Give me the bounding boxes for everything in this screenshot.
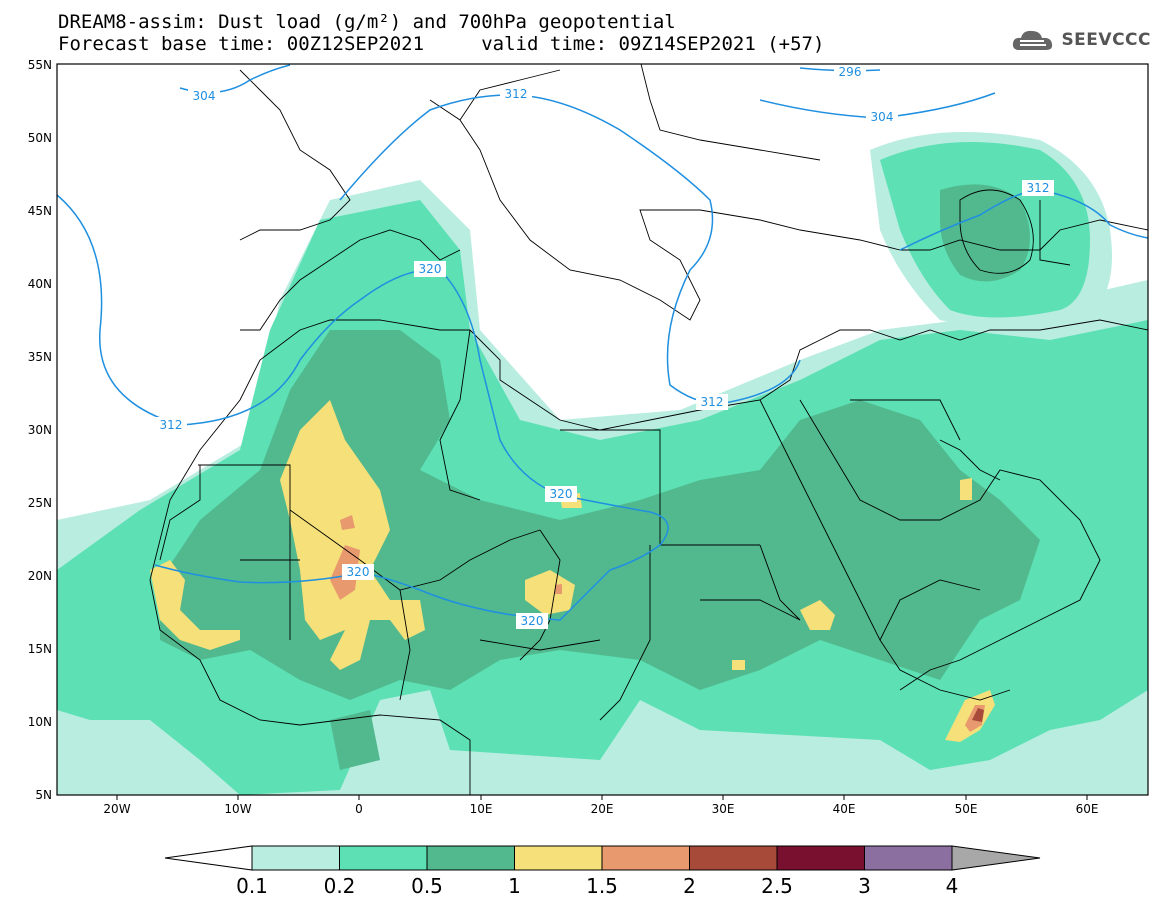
longitude-axis: 20W 10W 0 10E 20E 30E 40E 50E 60E bbox=[103, 795, 1098, 816]
colorbar-box bbox=[601, 845, 690, 871]
colorbar-label: 3 bbox=[858, 874, 871, 898]
lat-tick-label: 40N bbox=[28, 277, 52, 291]
title-line-2: Forecast base time: 00Z12SEP2021 valid t… bbox=[58, 33, 825, 55]
svg-text:312: 312 bbox=[505, 87, 528, 101]
contour-label: 312 bbox=[1022, 180, 1054, 196]
lon-tick-label: 40E bbox=[833, 802, 856, 816]
seevccc-logo: SEEVCCC bbox=[1011, 26, 1151, 54]
colorbar-label: 1 bbox=[508, 874, 521, 898]
contour-label: 320 bbox=[414, 261, 446, 277]
colorbar-box bbox=[776, 845, 865, 871]
colorbar-label: 4 bbox=[946, 874, 959, 898]
lon-tick-label: 10W bbox=[224, 802, 251, 816]
lat-tick-label: 50N bbox=[28, 131, 52, 145]
colorbar-box bbox=[339, 845, 428, 871]
lat-tick-label: 45N bbox=[28, 204, 52, 218]
contour-label: 320 bbox=[342, 564, 374, 580]
lat-tick-label: 10N bbox=[28, 715, 52, 729]
lon-tick-label: 30E bbox=[712, 802, 735, 816]
colorbar-label: 1.5 bbox=[586, 874, 618, 898]
coastlines-borders bbox=[149, 64, 1148, 795]
contour-label: 320 bbox=[516, 613, 548, 629]
colorbar: 0.1 0.2 0.5 1 1.5 2 2.5 3 4 bbox=[164, 845, 1041, 898]
contour-label: 312 bbox=[155, 417, 187, 433]
lon-tick-label: 10E bbox=[470, 802, 493, 816]
colorbar-over-arrow bbox=[951, 845, 1041, 871]
svg-text:320: 320 bbox=[521, 614, 544, 628]
contour-label: 304 bbox=[188, 88, 220, 104]
colorbar-box bbox=[251, 845, 340, 871]
colorbar-box bbox=[864, 845, 953, 871]
colorbar-box bbox=[689, 845, 778, 871]
svg-text:312: 312 bbox=[160, 418, 183, 432]
dust-field-2 bbox=[972, 708, 984, 722]
colorbar-label: 2 bbox=[683, 874, 696, 898]
colorbar-under-arrow bbox=[164, 845, 253, 871]
lon-tick-label: 20W bbox=[103, 802, 130, 816]
cloud-icon bbox=[1013, 30, 1053, 50]
svg-text:320: 320 bbox=[550, 487, 573, 501]
svg-text:320: 320 bbox=[419, 262, 442, 276]
lat-tick-label: 55N bbox=[28, 58, 52, 72]
colorbar-label: 0.1 bbox=[236, 874, 268, 898]
svg-text:312: 312 bbox=[1027, 181, 1050, 195]
lat-tick-label: 30N bbox=[28, 423, 52, 437]
latitude-axis: 55N 50N 45N 40N 35N 30N 25N 20N 15N 10N … bbox=[28, 58, 52, 802]
lat-tick-label: 20N bbox=[28, 569, 52, 583]
colorbar-box bbox=[514, 845, 603, 871]
contour-labels: 304 296 304 312 312 320 312 320 320 320 … bbox=[155, 64, 1054, 629]
svg-text:320: 320 bbox=[347, 565, 370, 579]
colorbar-label: 2.5 bbox=[761, 874, 793, 898]
svg-text:312: 312 bbox=[701, 395, 724, 409]
colorbar-label: 0.2 bbox=[324, 874, 356, 898]
title-line-1: DREAM8-assim: Dust load (g/m²) and 700hP… bbox=[58, 11, 676, 33]
logo-text: SEEVCCC bbox=[1061, 30, 1151, 50]
lat-tick-label: 35N bbox=[28, 350, 52, 364]
lon-tick-label: 0 bbox=[355, 802, 363, 816]
contour-label: 320 bbox=[545, 486, 577, 502]
dust-field-1 bbox=[150, 400, 995, 742]
colorbar-box bbox=[426, 845, 515, 871]
contour-label: 296 bbox=[834, 64, 866, 80]
contour-label: 312 bbox=[696, 394, 728, 410]
lon-tick-label: 50E bbox=[955, 802, 978, 816]
contour-label: 312 bbox=[500, 86, 532, 102]
lon-tick-label: 20E bbox=[591, 802, 614, 816]
contour-label: 304 bbox=[866, 109, 898, 125]
colorbar-label: 0.5 bbox=[411, 874, 443, 898]
lat-tick-label: 25N bbox=[28, 496, 52, 510]
lat-tick-label: 15N bbox=[28, 642, 52, 656]
svg-text:304: 304 bbox=[193, 89, 216, 103]
lat-tick-label: 5N bbox=[35, 788, 52, 802]
lon-tick-label: 60E bbox=[1076, 802, 1099, 816]
svg-text:304: 304 bbox=[871, 110, 894, 124]
svg-text:296: 296 bbox=[839, 65, 862, 79]
